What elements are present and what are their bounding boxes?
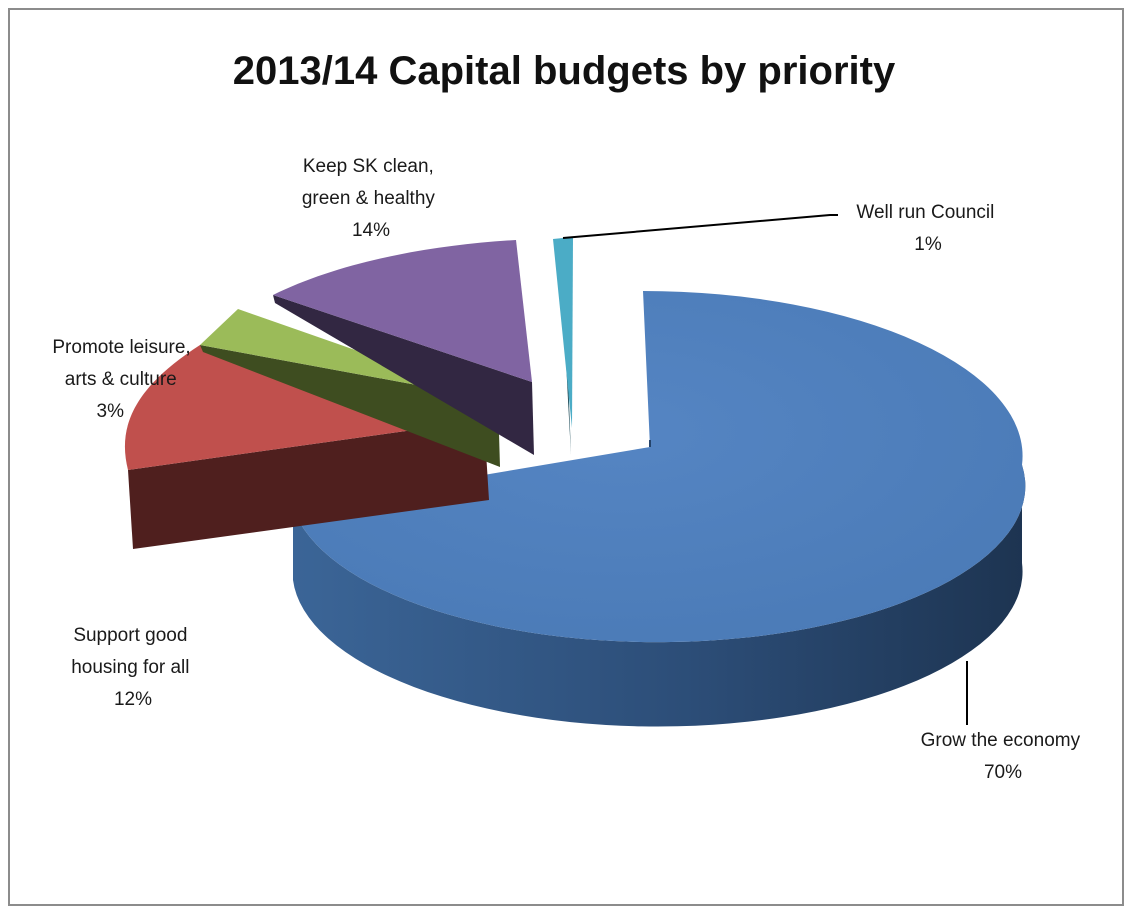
chart-frame: 2013/14 Capital budgets by priority Keep… <box>8 8 1124 906</box>
chart-title: 2013/14 Capital budgets by priority <box>233 49 896 93</box>
slice-well-run-council <box>553 237 573 428</box>
slice-keep-sk-clean-side <box>273 295 534 455</box>
label-keep-sk-clean: Keep SK clean, green & healthy 14% <box>302 156 440 241</box>
slice-support-good-housing-side <box>128 420 489 549</box>
slice-keep-sk-clean <box>273 240 532 382</box>
slice-grow-the-economy <box>293 291 1026 643</box>
slice-grow-the-economy-side <box>293 465 1026 727</box>
label-well-run-council: Well run Council 1% <box>856 202 999 255</box>
label-grow-the-economy: Grow the economy 70% <box>921 730 1086 783</box>
label-promote-leisure: Promote leisure, arts & culture 3% <box>52 337 196 422</box>
slice-support-good-housing <box>124 345 485 470</box>
leader-line-well-run-council <box>562 214 838 239</box>
label-support-good-housing: Support good housing for all 12% <box>71 625 195 710</box>
slice-promote-leisure-side <box>200 345 500 467</box>
